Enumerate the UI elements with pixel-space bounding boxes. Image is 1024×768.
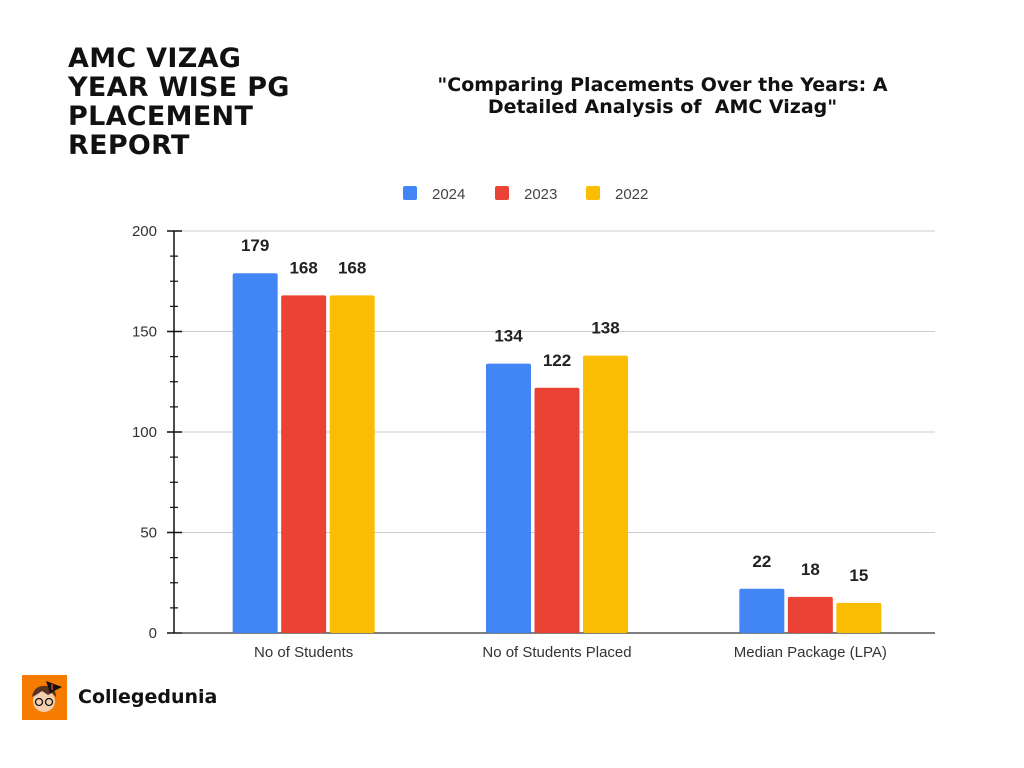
legend-label: 2023 bbox=[524, 186, 557, 203]
bar-2024 bbox=[739, 588, 785, 633]
main-title: AMC VIZAG YEAR WISE PG PLACEMENT REPORT bbox=[68, 44, 290, 160]
bar-2022 bbox=[329, 295, 375, 633]
legend-label: 2024 bbox=[432, 186, 465, 203]
y-tick-label: 0 bbox=[149, 625, 157, 642]
title-line: YEAR WISE PG bbox=[68, 72, 290, 103]
subtitle-line: Detailed Analysis of AMC Vizag" bbox=[487, 96, 838, 118]
x-tick-label: No of Students Placed bbox=[482, 644, 631, 661]
bar-2022 bbox=[836, 602, 882, 633]
bar-2023 bbox=[534, 387, 580, 633]
legend-swatch-2024 bbox=[403, 186, 417, 200]
bar-2022 bbox=[583, 355, 628, 633]
bar-2023 bbox=[281, 295, 327, 633]
title-line: REPORT bbox=[68, 130, 190, 161]
legend-label: 2022 bbox=[615, 186, 648, 203]
y-tick-label: 100 bbox=[132, 424, 157, 441]
subtitle-line: "Comparing Placements Over the Years: A bbox=[437, 74, 888, 96]
data-label: 15 bbox=[849, 566, 868, 585]
data-label: 168 bbox=[289, 258, 317, 277]
y-tick-label: 50 bbox=[140, 525, 157, 542]
chart-subtitle: "Comparing Placements Over the Years: A … bbox=[400, 74, 925, 118]
x-tick-label: Median Package (LPA) bbox=[734, 644, 887, 661]
title-line: AMC VIZAG bbox=[68, 43, 242, 74]
bar-2024 bbox=[232, 273, 278, 633]
title-line: PLACEMENT bbox=[68, 101, 254, 132]
y-tick-label: 200 bbox=[132, 223, 157, 240]
collegedunia-logo bbox=[22, 675, 67, 720]
data-label: 122 bbox=[543, 351, 571, 370]
data-label: 138 bbox=[591, 319, 619, 338]
data-label: 18 bbox=[801, 560, 820, 579]
data-label: 168 bbox=[338, 258, 366, 277]
x-tick-label: No of Students bbox=[254, 644, 353, 661]
legend-swatch-2022 bbox=[586, 186, 600, 200]
bar-2023 bbox=[787, 596, 833, 633]
y-tick-label: 150 bbox=[132, 324, 157, 341]
data-label: 134 bbox=[494, 327, 523, 346]
brand-name: Collegedunia bbox=[78, 686, 218, 708]
data-label: 22 bbox=[752, 552, 771, 571]
data-label: 179 bbox=[241, 236, 269, 255]
bar-2024 bbox=[486, 363, 531, 633]
legend-swatch-2023 bbox=[495, 186, 509, 200]
